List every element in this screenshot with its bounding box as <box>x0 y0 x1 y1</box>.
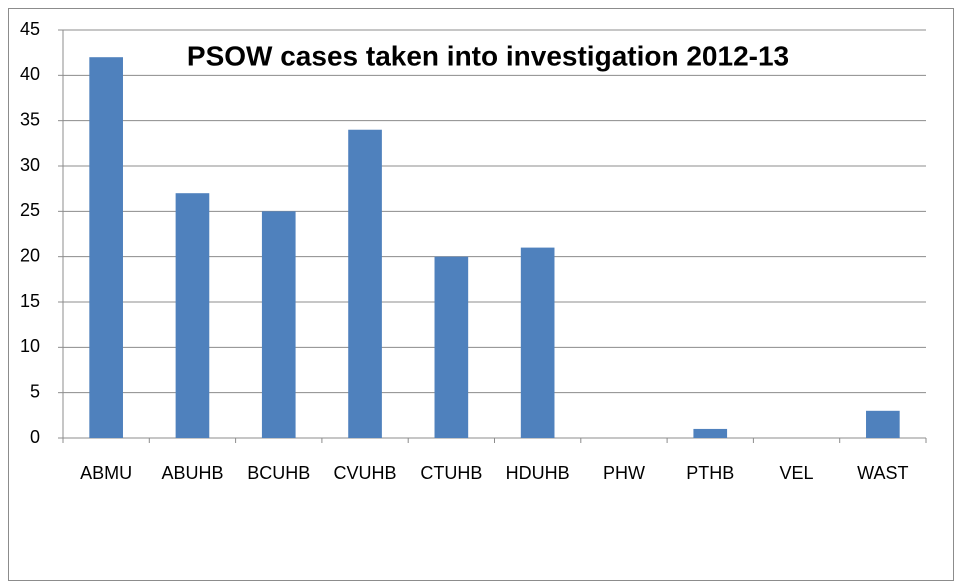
bar <box>434 256 469 438</box>
y-tick-label: 45 <box>20 19 40 39</box>
y-tick-label: 35 <box>20 109 40 129</box>
bar <box>89 57 123 438</box>
y-tick-label: 25 <box>20 200 40 220</box>
bar <box>866 410 900 438</box>
x-tick-label: ABUHB <box>161 463 223 483</box>
x-tick-label: CTUHB <box>420 463 482 483</box>
y-tick-label: 30 <box>20 155 40 175</box>
chart-frame <box>8 8 954 581</box>
x-tick-label: HDUHB <box>506 463 570 483</box>
chart-title: PSOW cases taken into investigation 2012… <box>187 40 789 71</box>
y-tick-label: 20 <box>20 245 40 265</box>
y-tick-label: 10 <box>20 336 40 356</box>
bar <box>261 211 296 438</box>
x-tick-label: CVUHB <box>334 463 397 483</box>
y-tick-label: 40 <box>20 64 40 84</box>
x-tick-label: ABMU <box>80 463 132 483</box>
x-tick-label: PTHB <box>686 463 734 483</box>
bar <box>175 193 210 438</box>
x-tick-label: WAST <box>857 463 908 483</box>
x-tick-label: VEL <box>780 463 814 483</box>
y-tick-label: 0 <box>30 427 40 447</box>
y-tick-label: 5 <box>30 381 40 401</box>
bar <box>520 247 555 438</box>
x-tick-label: PHW <box>603 463 645 483</box>
y-tick-label: 15 <box>20 291 40 311</box>
x-tick-label: BCUHB <box>247 463 310 483</box>
bar <box>348 129 382 438</box>
bar <box>693 428 728 438</box>
